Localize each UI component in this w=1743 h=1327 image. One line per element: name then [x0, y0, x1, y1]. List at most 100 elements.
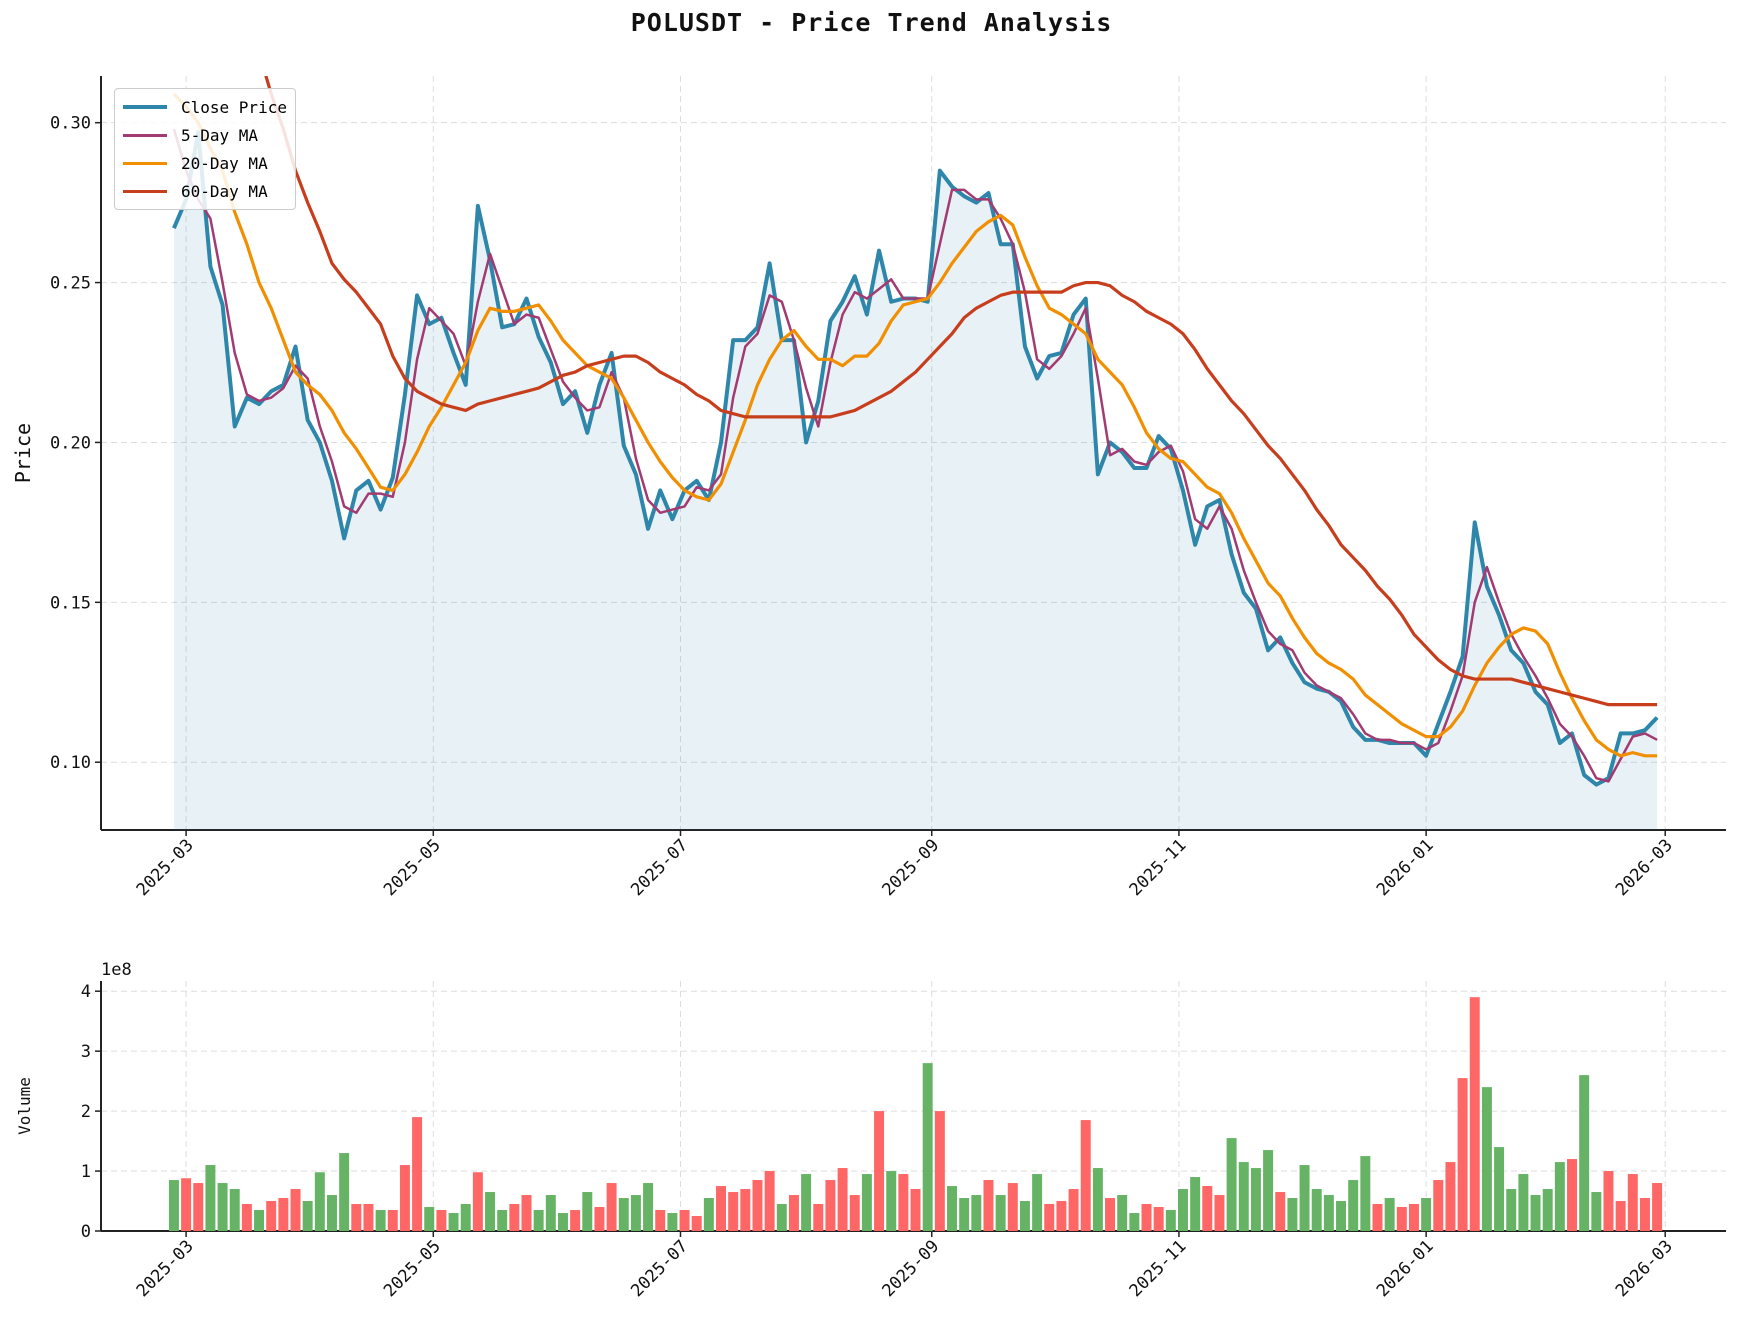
volume-bar — [1019, 1201, 1030, 1231]
volume-bar — [1469, 997, 1480, 1231]
volume-bar — [1433, 1180, 1444, 1231]
volume-bar — [229, 1189, 240, 1231]
volume-bar — [327, 1195, 337, 1231]
volume-bar — [1396, 1207, 1407, 1231]
volume-bar — [1530, 1195, 1541, 1231]
legend-item: 5-Day MA — [123, 121, 287, 149]
volume-bar — [217, 1183, 228, 1231]
price-ytick-label: 0.10 — [50, 753, 91, 773]
volume-bar — [1141, 1204, 1152, 1231]
volume-bar — [861, 1174, 872, 1231]
volume-bar — [266, 1201, 277, 1231]
price-xtick-label: 2025-05 — [380, 835, 445, 900]
volume-bar — [363, 1204, 374, 1231]
volume-bar — [630, 1195, 641, 1231]
volume-bar — [485, 1192, 496, 1231]
volume-bar — [849, 1195, 860, 1231]
volume-bar — [412, 1117, 423, 1231]
volume-bar — [691, 1216, 702, 1231]
chart-title: POLUSDT - Price Trend Analysis — [630, 8, 1113, 37]
volume-bar — [1092, 1168, 1103, 1231]
volume-bar — [728, 1192, 739, 1231]
volume-bar — [643, 1183, 654, 1231]
volume-bar — [1457, 1078, 1468, 1231]
volume-ytick-label: 0 — [81, 1222, 91, 1242]
volume-xtick-label: 2026-01 — [1373, 1236, 1438, 1301]
volume-bar — [1080, 1120, 1091, 1231]
volume-bar — [1348, 1180, 1359, 1231]
price-xtick-label: 2025-03 — [133, 835, 198, 900]
volume-bar — [1336, 1201, 1347, 1231]
legend-label: 5-Day MA — [181, 125, 259, 145]
volume-bar — [557, 1213, 568, 1231]
price-xtick-label: 2026-01 — [1373, 835, 1438, 900]
volume-bar — [983, 1180, 994, 1231]
volume-bar — [582, 1192, 593, 1231]
volume-bar — [1481, 1087, 1492, 1231]
price-ytick-label: 0.20 — [50, 433, 91, 453]
price-xtick-label: 2025-07 — [627, 835, 692, 900]
volume-bar — [1506, 1189, 1517, 1231]
volume-bar — [1518, 1174, 1529, 1231]
volume-bar — [1007, 1183, 1018, 1231]
volume-bar — [1603, 1171, 1614, 1231]
volume-bar — [679, 1210, 690, 1231]
volume-bar — [193, 1183, 204, 1231]
volume-bar — [387, 1210, 398, 1231]
volume-bar — [1421, 1198, 1432, 1231]
volume-bar — [1494, 1147, 1505, 1231]
volume-bar — [898, 1174, 909, 1231]
volume-bar — [934, 1111, 945, 1231]
volume-bar — [947, 1186, 957, 1231]
volume-bar — [764, 1171, 775, 1231]
volume-bar — [205, 1165, 216, 1231]
legend-label: Close Price — [181, 97, 287, 117]
volume-bar — [460, 1204, 471, 1231]
legend-item: 60-Day MA — [123, 177, 287, 205]
volume-bar — [995, 1195, 1006, 1231]
volume-bar — [424, 1207, 435, 1231]
volume-bar — [716, 1186, 726, 1231]
volume-bar — [1323, 1195, 1334, 1231]
volume-bar — [1639, 1198, 1650, 1231]
price-y-axis-label: Price — [11, 423, 35, 483]
price-xtick-label: 2025-11 — [1126, 835, 1191, 900]
legend-item: Close Price — [123, 93, 287, 121]
volume-bar — [1615, 1201, 1626, 1231]
volume-bar — [497, 1210, 508, 1231]
volume-bar — [1032, 1174, 1043, 1231]
volume-bar — [521, 1195, 532, 1231]
volume-bar — [1384, 1198, 1395, 1231]
volume-bar — [1263, 1150, 1274, 1231]
volume-bar — [290, 1189, 301, 1231]
legend-item: 20-Day MA — [123, 149, 287, 177]
volume-xtick-label: 2025-03 — [133, 1236, 198, 1301]
volume-bar — [181, 1178, 192, 1231]
volume-bar — [168, 1180, 179, 1231]
legend-swatch — [123, 133, 167, 137]
volume-bar — [594, 1207, 605, 1231]
volume-bar — [1129, 1213, 1140, 1231]
volume-bar — [339, 1153, 350, 1231]
price-ytick-label: 0.15 — [50, 593, 91, 613]
volume-bar — [801, 1174, 812, 1231]
volume-bar — [302, 1201, 313, 1231]
price-xtick-label: 2026-03 — [1612, 835, 1677, 900]
volume-bar — [837, 1168, 848, 1231]
volume-bar — [1238, 1162, 1249, 1231]
volume-ytick-label: 2 — [81, 1102, 91, 1122]
volume-bar — [1372, 1204, 1383, 1231]
volume-bar — [886, 1171, 897, 1231]
volume-bar — [1591, 1192, 1602, 1231]
volume-bar — [570, 1210, 581, 1231]
volume-bar — [1214, 1195, 1225, 1231]
volume-bar — [752, 1180, 763, 1231]
volume-bar — [448, 1213, 459, 1231]
volume-ytick-label: 4 — [81, 982, 91, 1002]
volume-bar — [1311, 1189, 1322, 1231]
volume-xtick-label: 2025-07 — [627, 1236, 692, 1301]
volume-xtick-label: 2025-05 — [380, 1236, 445, 1301]
volume-bar — [1627, 1174, 1638, 1231]
volume-bar — [241, 1204, 252, 1231]
